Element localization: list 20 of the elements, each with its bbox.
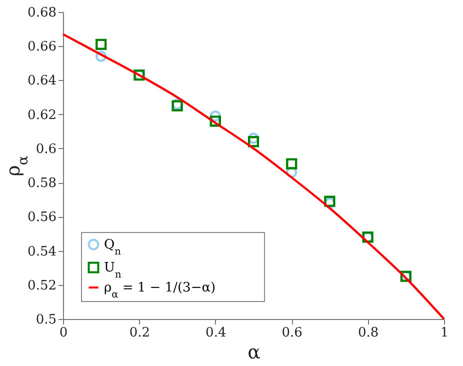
y-tick-label: 0.52	[28, 278, 56, 294]
x-tick-label: 0.2	[129, 326, 150, 340]
y-tick-label: 0.62	[28, 108, 56, 123]
x-axis-title: α	[248, 342, 261, 364]
x-tick-label: 0	[59, 326, 68, 340]
x-tick-label: 0.4	[206, 326, 226, 340]
y-tick-label: 0.64	[28, 74, 56, 89]
legend-label: Q$_{n}$	[104, 238, 122, 257]
x-tick-label: 1	[440, 326, 449, 340]
x-tick-label: 0.8	[358, 326, 379, 340]
y-tick-label: 0.58	[28, 176, 56, 192]
legend-label: U$_{n}$	[104, 260, 122, 280]
x-tick-label: 0.6	[282, 326, 302, 340]
y-tick-label: 0.68	[28, 6, 56, 20]
y-tick-label: 0.56	[28, 210, 56, 226]
y-tick-label: 0.66	[28, 40, 56, 55]
y-tick-label: 0.6	[36, 142, 56, 157]
legend-label: ρ$_{α}$ = 1 − 1/(3−α)	[104, 280, 216, 300]
y-tick-label: 0.54	[28, 244, 56, 260]
y-tick-label: 0.5	[36, 312, 56, 328]
